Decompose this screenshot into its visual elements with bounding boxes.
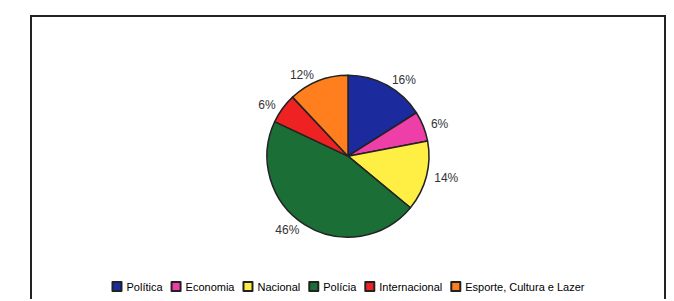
svg-text:6%: 6% (258, 98, 276, 112)
svg-text:Nacional: Nacional (257, 281, 300, 293)
svg-text:Política: Política (126, 281, 163, 293)
svg-text:Polícia: Polícia (323, 281, 357, 293)
svg-text:6%: 6% (431, 117, 449, 131)
svg-text:Esporte, Cultura e Lazer: Esporte, Cultura e Lazer (465, 281, 585, 293)
svg-text:Internacional: Internacional (379, 281, 442, 293)
svg-text:Economia: Economia (186, 281, 236, 293)
svg-text:14%: 14% (434, 171, 458, 185)
svg-text:16%: 16% (392, 73, 416, 87)
svg-text:46%: 46% (275, 223, 299, 237)
svg-text:12%: 12% (290, 68, 314, 82)
